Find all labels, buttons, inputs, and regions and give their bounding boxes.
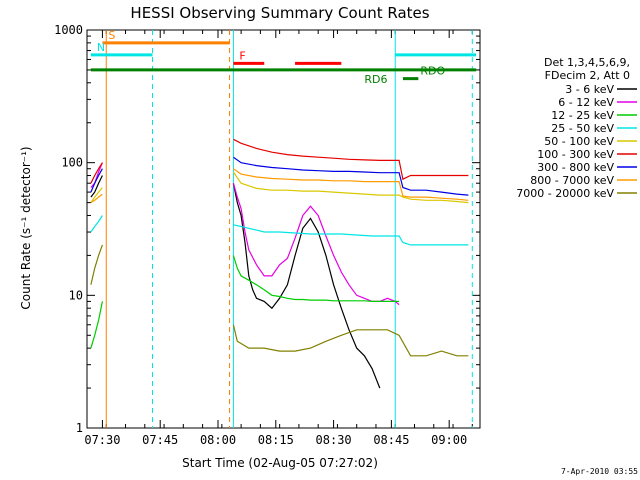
legend-entry-label: 300 - 800 keV [537, 161, 614, 174]
x-tick-label: 08:15 [258, 433, 294, 447]
series-line [90, 215, 103, 233]
x-tick-label: 08:45 [373, 433, 409, 447]
x-tick-label: 09:00 [431, 433, 467, 447]
annotation-label: N [97, 41, 105, 54]
legend-entry-label: 800 - 7000 keV [530, 174, 614, 187]
series-line [233, 156, 469, 196]
y-tick-label: 10 [69, 288, 83, 302]
x-tick-label: 08:30 [316, 433, 352, 447]
annotation-label: RD6 [364, 73, 387, 86]
annotation-label: F [239, 49, 245, 62]
series-line [232, 183, 381, 389]
legend-header-1: Det 1,3,4,5,6,9, [544, 56, 630, 69]
legend-entry-label: 50 - 100 keV [544, 135, 614, 148]
series-line [232, 171, 469, 204]
legend-entry-label: 6 - 12 keV [558, 96, 614, 109]
series-line [90, 187, 103, 203]
series-line [90, 162, 103, 188]
series-line [90, 175, 103, 198]
legend-entry-label: 25 - 50 keV [551, 122, 614, 135]
series-line [232, 255, 400, 302]
series-line [233, 224, 469, 246]
legend-header-2: FDecim 2, Att 0 [545, 69, 630, 82]
plot-area: 1 10 100 1000 07:30 07:45 08:00 08:15 08:30 08:45… [54, 23, 481, 447]
series-line [90, 244, 103, 285]
series-line [90, 168, 103, 193]
legend-entry-label: 3 - 6 keV [565, 83, 614, 96]
y-axis-label: Count Rate (s⁻¹ detector⁻¹) [19, 146, 33, 309]
y-tick-label: 1 [76, 421, 83, 435]
series-line [233, 138, 469, 181]
series-line [233, 168, 469, 201]
legend-entry-label: 7000 - 20000 keV [516, 187, 614, 200]
annotation-label: RDO [420, 65, 445, 78]
y-tick-label: 100 [61, 156, 83, 170]
annotation-label: S [108, 29, 115, 42]
series-line [90, 162, 103, 184]
legend-entry-label: 100 - 300 keV [537, 148, 614, 161]
legend-entry-label: 12 - 25 keV [551, 109, 614, 122]
series-line [90, 301, 103, 349]
y-tick-label: 1000 [54, 23, 83, 37]
series-line [232, 324, 469, 357]
date-stamp: 7-Apr-2010 03:55 [561, 467, 638, 476]
series-line [90, 193, 103, 204]
x-tick-label: 08:00 [200, 433, 236, 447]
x-tick-label: 07:30 [84, 433, 120, 447]
plot-frame [86, 29, 481, 429]
x-tick-label: 07:45 [142, 433, 178, 447]
x-axis-label: Start Time (02-Aug-05 07:27:02) [182, 456, 378, 470]
chart-title: HESSI Observing Summary Count Rates [130, 4, 429, 22]
